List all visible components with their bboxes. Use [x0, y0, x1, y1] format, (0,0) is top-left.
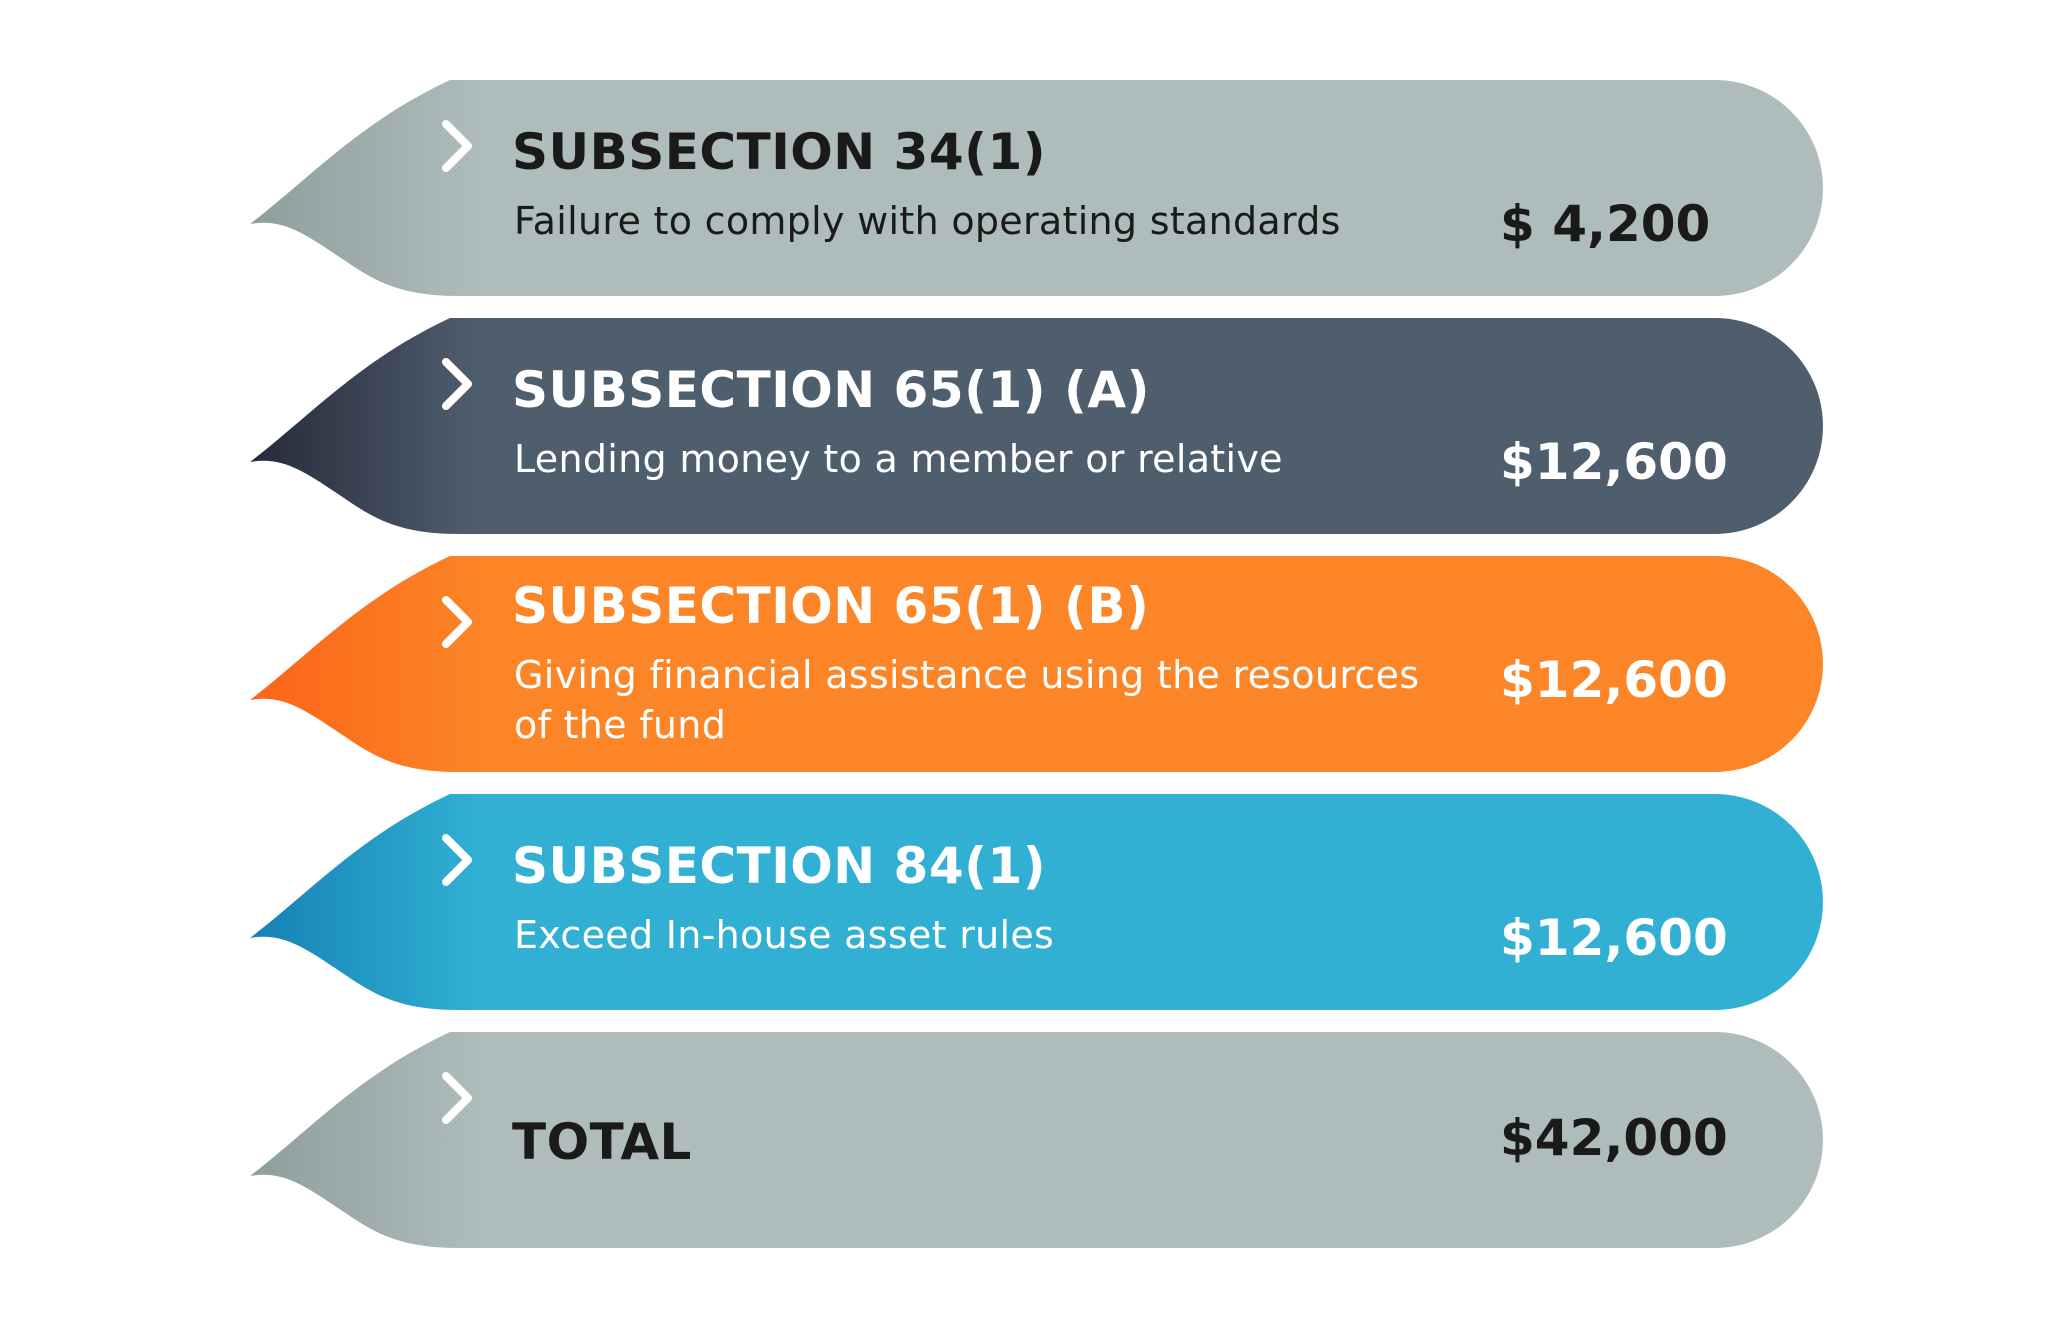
row-description: Exceed In-house asset rules	[514, 913, 1055, 957]
chevron-right-icon	[438, 356, 478, 412]
row-description: Lending money to a member or relative	[514, 437, 1283, 481]
banner-total: TOTAL $42,000	[0, 1030, 2048, 1250]
row-title: SUBSECTION 65(1) (B)	[512, 577, 1150, 635]
banner-shape	[250, 1032, 1823, 1248]
row-amount: $12,600	[1500, 651, 1728, 709]
banner-subsection-65-1-a: SUBSECTION 65(1) (A) Lending money to a …	[0, 316, 2048, 536]
row-title: SUBSECTION 84(1)	[512, 837, 1047, 895]
chevron-right-icon	[438, 1070, 478, 1126]
row-title: SUBSECTION 65(1) (A)	[512, 361, 1150, 419]
banner-subsection-65-1-b: SUBSECTION 65(1) (B) Giving financial as…	[0, 554, 2048, 774]
row-title: SUBSECTION 34(1)	[512, 123, 1047, 181]
row-amount: $12,600	[1500, 433, 1728, 491]
row-amount: $ 4,200	[1500, 195, 1711, 253]
row-description: Giving financial assistance using the re…	[514, 653, 1420, 747]
banner-subsection-34-1: SUBSECTION 34(1) Failure to comply with …	[0, 78, 2048, 298]
chevron-right-icon	[438, 118, 478, 174]
banner-shape	[250, 556, 1823, 772]
banner-subsection-84-1: SUBSECTION 84(1) Exceed In-house asset r…	[0, 792, 2048, 1012]
chevron-right-icon	[438, 594, 478, 650]
row-description: Failure to comply with operating standar…	[514, 199, 1341, 243]
banner-shape	[250, 80, 1823, 296]
total-label: TOTAL	[512, 1113, 692, 1171]
total-amount: $42,000	[1500, 1109, 1728, 1167]
banner-shape	[250, 794, 1823, 1010]
row-amount: $12,600	[1500, 909, 1728, 967]
chevron-right-icon	[438, 832, 478, 888]
banner-shape	[250, 318, 1823, 534]
